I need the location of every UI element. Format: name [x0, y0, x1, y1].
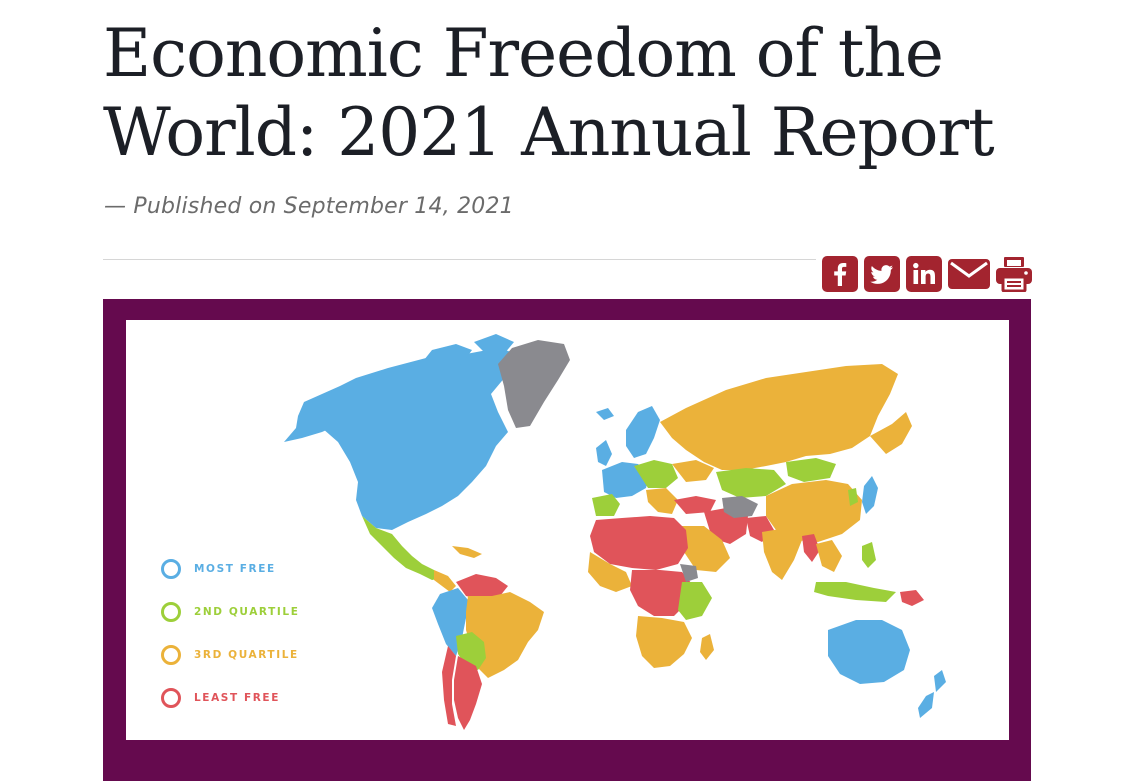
- legend-label: 2ND QUARTILE: [194, 606, 300, 618]
- region-india: [762, 528, 802, 580]
- region-kazakhstan: [716, 468, 786, 498]
- twitter-icon[interactable]: [864, 256, 900, 292]
- facebook-icon[interactable]: [822, 256, 858, 292]
- region-indonesia: [814, 582, 896, 602]
- legend-label: 3RD QUARTILE: [194, 649, 299, 661]
- region-north-africa: [590, 516, 688, 570]
- legend-ring-icon: [161, 688, 181, 708]
- legend-ring-icon: [161, 559, 181, 579]
- region-mexico: [362, 516, 442, 580]
- legend-item-most-free: MOST FREE: [161, 558, 299, 580]
- printer-icon[interactable]: [996, 256, 1032, 292]
- region-horn-no-data: [680, 564, 698, 582]
- world-map: MOST FREE 2ND QUARTILE 3RD QUARTILE LEAS…: [126, 320, 1009, 740]
- region-turkey: [674, 496, 716, 514]
- region-philippines: [862, 542, 876, 568]
- region-central-asia-no-data: [722, 496, 758, 518]
- region-mongolia: [786, 458, 836, 482]
- world-map-illustration: [284, 334, 946, 730]
- share-toolbar: [822, 256, 1032, 292]
- region-china: [766, 480, 862, 542]
- envelope-icon[interactable]: [948, 256, 990, 292]
- region-canadian-arctic: [416, 334, 514, 370]
- region-korea: [848, 488, 858, 506]
- region-iceland: [596, 408, 614, 420]
- region-scandinavia: [626, 406, 660, 458]
- region-iberia: [592, 494, 620, 516]
- region-southeast-asia: [816, 540, 842, 572]
- region-japan: [862, 476, 878, 514]
- region-ukraine: [672, 460, 714, 482]
- legend-item-3rd-quartile: 3RD QUARTILE: [161, 644, 299, 666]
- region-central-europe: [634, 460, 678, 488]
- region-venezuela: [456, 574, 508, 600]
- region-russia: [660, 364, 898, 470]
- legend-item-2nd-quartile: 2ND QUARTILE: [161, 601, 299, 623]
- legend-label: LEAST FREE: [194, 692, 280, 704]
- world-map-frame: MOST FREE 2ND QUARTILE 3RD QUARTILE LEAS…: [103, 299, 1031, 781]
- legend-label: MOST FREE: [194, 563, 276, 575]
- region-argentina: [454, 656, 482, 730]
- legend-ring-icon: [161, 602, 181, 622]
- region-new-zealand: [918, 670, 946, 718]
- region-north-america: [298, 348, 518, 530]
- region-caribbean: [452, 546, 482, 558]
- region-balkans: [646, 488, 678, 514]
- region-uk: [596, 440, 612, 466]
- page-title: Economic Freedom of the World: 2021 Annu…: [103, 15, 995, 171]
- region-alaska: [284, 402, 348, 442]
- publish-date: — Published on September 14, 2021: [104, 194, 514, 219]
- linkedin-icon[interactable]: [906, 256, 942, 292]
- region-west-africa: [588, 552, 632, 592]
- region-east-africa: [678, 582, 712, 620]
- legend-ring-icon: [161, 645, 181, 665]
- region-central-africa: [630, 570, 692, 616]
- region-southern-africa: [636, 616, 692, 668]
- region-arabia: [682, 526, 730, 572]
- region-myanmar: [802, 534, 820, 562]
- map-legend: MOST FREE 2ND QUARTILE 3RD QUARTILE LEAS…: [161, 558, 299, 730]
- region-madagascar: [700, 634, 714, 660]
- region-png: [900, 590, 924, 606]
- region-east-russia: [870, 412, 912, 454]
- region-australia: [828, 620, 910, 684]
- legend-item-least-free: LEAST FREE: [161, 687, 299, 709]
- region-chile: [442, 646, 456, 726]
- divider: [103, 259, 816, 260]
- region-greenland: [498, 340, 570, 428]
- region-central-america: [434, 570, 456, 592]
